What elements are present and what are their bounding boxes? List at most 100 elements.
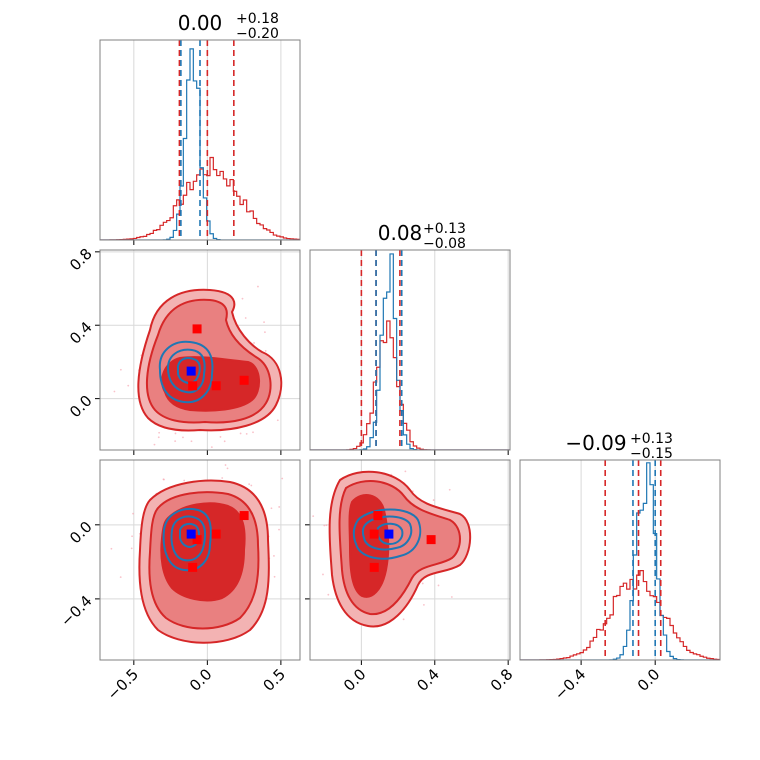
frame-hist-0 [99, 39, 301, 241]
title-param-0-lower: −0.20 [236, 26, 279, 42]
markers-21 [369, 511, 436, 572]
sample-point [132, 512, 134, 515]
title-param-1-upper: +0.13 [423, 221, 466, 237]
ytick-label-10-2: 0.8 [66, 245, 96, 275]
sample-point [174, 440, 177, 443]
sample-point [174, 432, 177, 435]
marker-blue-10-0 [186, 366, 196, 376]
title-param-1-lower: −0.08 [423, 236, 466, 252]
marker-blue-21-0 [384, 529, 394, 539]
sample-point [190, 440, 193, 443]
ytick-label-20-0: −0.4 [57, 592, 95, 630]
sample-point [182, 436, 184, 439]
hist-blue-param-2 [520, 462, 720, 660]
marker-blue-20-0 [186, 529, 196, 539]
xtick-label-22-0: −0.4 [551, 665, 589, 703]
title-param-2: −0.09 [565, 431, 626, 455]
sample-point [157, 436, 160, 439]
sample-point [130, 547, 133, 550]
sample-point [270, 507, 273, 510]
sample-point [448, 488, 451, 491]
sample-point [226, 467, 229, 470]
sample-point [276, 419, 279, 422]
sample-point [263, 321, 265, 324]
frame-2d-10 [99, 249, 301, 451]
sample-point [322, 573, 324, 576]
sample-point [244, 317, 247, 319]
ytick-label-10-1: 0.4 [66, 318, 96, 348]
sample-point [119, 576, 122, 579]
hist-red-param-2 [520, 569, 720, 660]
panel-2d-param0-param2: −0.4 0.0 −0.5 0.0 0.5 [57, 459, 301, 704]
xtick-label-22-1: 0.0 [634, 665, 664, 695]
sample-point [264, 350, 267, 352]
sample-point [248, 483, 251, 485]
panel-2d-param0-param1: 0.0 0.4 0.8 [66, 245, 316, 455]
marker-red-20-0 [239, 511, 249, 521]
y-tick-labels-param-1: 0.0 0.4 0.8 [66, 245, 96, 421]
sample-point [127, 384, 130, 387]
sample-point [273, 555, 275, 557]
sample-point [110, 547, 113, 550]
sample-point [437, 584, 440, 587]
ytick-label-10-0: 0.0 [66, 392, 96, 422]
y-tick-labels-param-2: −0.4 0.0 [57, 518, 95, 631]
sample-point [113, 390, 116, 393]
sample-point [241, 297, 244, 300]
hist-blue-param-1 [310, 253, 510, 450]
title-param-0-upper: +0.18 [236, 11, 279, 27]
marker-red-10-1 [188, 381, 198, 391]
xtick-label-20-1: 0.0 [186, 665, 216, 695]
hist-blue-param-0 [100, 48, 300, 240]
xtick-label-21-1: 0.4 [413, 665, 443, 695]
markers-10 [186, 324, 249, 391]
contour-blue-inner-21 [376, 522, 404, 546]
contour-blue-inner-10 [177, 357, 201, 384]
sample-point [273, 575, 276, 578]
marker-red-21-3 [369, 562, 379, 572]
title-param-2-upper: +0.13 [630, 431, 673, 447]
sample-point [432, 499, 435, 501]
contour-blue-mid-10 [166, 348, 206, 394]
panel-hist-param-1: 0.08 +0.13 −0.08 [309, 221, 511, 455]
quantile-lines-param-2 [604, 460, 662, 660]
marker-red-21-2 [426, 535, 436, 545]
contour-blue-mid-20 [170, 515, 206, 562]
sample-point [210, 446, 213, 449]
sample-point [153, 443, 156, 446]
contour-blue-mid-21 [361, 515, 413, 551]
sample-point [402, 618, 405, 621]
marker-red-20-1 [192, 535, 202, 545]
xtick-label-20-2: 0.5 [260, 665, 290, 695]
sample-point [264, 331, 266, 334]
sample-point [219, 436, 222, 438]
sample-point [325, 524, 328, 527]
contour-blue-outer-21 [352, 508, 422, 560]
sample-point [250, 484, 253, 487]
contour-blue-outer-20 [162, 508, 212, 572]
x-tick-labels-param-2: −0.4 0.0 [551, 665, 664, 703]
marker-red-10-2 [211, 381, 221, 391]
frame-hist-2 [519, 459, 721, 661]
sample-point [423, 603, 425, 606]
sample-point [223, 440, 226, 443]
sample-point [252, 431, 254, 434]
sample-point [450, 596, 453, 598]
panel-hist-param-2: −0.09 +0.13 −0.15 −0.4 0.0 [519, 431, 721, 704]
sample-point [278, 506, 281, 508]
sample-point [278, 528, 280, 531]
sample-point [257, 285, 259, 288]
marker-red-20-2 [211, 529, 221, 539]
marker-red-21-0 [373, 511, 383, 521]
xtick-label-21-0: 0.0 [340, 665, 370, 695]
frame-2d-21 [309, 459, 511, 661]
sample-point [224, 464, 227, 466]
sample-point [281, 477, 284, 480]
quantile-lines-param-1 [360, 250, 403, 450]
contour-blue-outer-10 [158, 340, 214, 404]
sample-point [314, 375, 316, 377]
title-param-0: 0.00 [178, 11, 223, 35]
sample-point [119, 368, 122, 371]
x-tick-labels-param-0: −0.5 0.0 0.5 [104, 665, 290, 703]
